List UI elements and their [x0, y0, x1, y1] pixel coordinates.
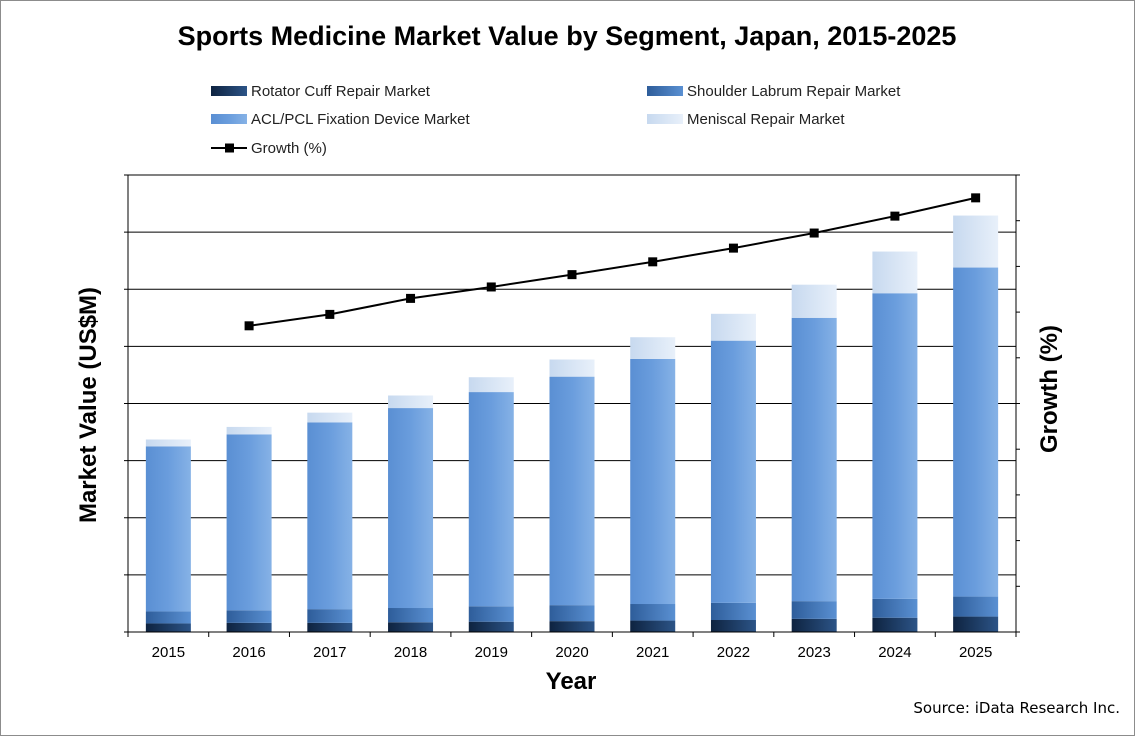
x-tick-label: 2019: [475, 644, 508, 661]
bar-rotator-cuff-repair-market-2023: [791, 618, 837, 632]
growth-polyline: [248, 196, 976, 327]
bar-acl-pcl-fixation-device-market-2024: [872, 293, 918, 599]
bar-meniscal-repair-market-2017: [307, 412, 353, 423]
bar-meniscal-repair-market-2018: [388, 395, 434, 409]
growth-marker: [890, 211, 900, 221]
bar-meniscal-repair-market-2023: [791, 284, 837, 318]
x-tick-label: 2024: [878, 644, 911, 661]
chart-title: Sports Medicine Market Value by Segment,…: [178, 21, 957, 51]
legend-swatch-marker: [225, 143, 234, 153]
bar-acl-pcl-fixation-device-market-2020: [549, 376, 595, 606]
bar-rotator-cuff-repair-market-2021: [630, 620, 676, 632]
legend-swatch-rotator-cuff-repair-market: [211, 86, 247, 96]
bar-shoulder-labrum-repair-market-2017: [307, 609, 353, 623]
bar-shoulder-labrum-repair-market-2023: [791, 601, 837, 619]
legend-label-meniscal-repair-market: Meniscal Repair Market: [687, 111, 845, 128]
growth-marker: [728, 243, 738, 253]
bar-rotator-cuff-repair-market-2017: [307, 622, 353, 632]
bars: [145, 215, 999, 632]
bar-meniscal-repair-market-2024: [872, 251, 918, 294]
gridlines: [128, 174, 1016, 576]
bar-meniscal-repair-market-2022: [710, 313, 756, 341]
bar-meniscal-repair-market-2015: [145, 439, 191, 447]
legend-label-acl-pcl-fixation-device-market: ACL/PCL Fixation Device Market: [251, 111, 471, 128]
growth-line: [244, 193, 981, 331]
bar-shoulder-labrum-repair-market-2016: [226, 610, 272, 623]
x-tick-label: 2021: [636, 644, 669, 661]
bar-rotator-cuff-repair-market-2016: [226, 622, 272, 632]
bar-shoulder-labrum-repair-market-2019: [468, 606, 514, 622]
bar-acl-pcl-fixation-device-market-2016: [226, 434, 272, 611]
x-tick-label: 2016: [232, 644, 265, 661]
y-axis-title: Market Value (US$M): [75, 287, 102, 523]
bar-shoulder-labrum-repair-market-2018: [388, 608, 434, 623]
x-tick-label: 2020: [555, 644, 588, 661]
bar-meniscal-repair-market-2019: [468, 377, 514, 393]
axes: [124, 174, 1020, 637]
bar-meniscal-repair-market-2021: [630, 337, 676, 359]
x-tick-label: 2022: [717, 644, 750, 661]
bar-acl-pcl-fixation-device-market-2023: [791, 317, 837, 602]
bar-rotator-cuff-repair-market-2020: [549, 621, 595, 632]
bar-acl-pcl-fixation-device-market-2022: [710, 340, 756, 603]
source-note: Source: iData Research Inc.: [913, 699, 1120, 717]
x-tick-labels: 2015 2016 2017 2018 2019 2020 2021 2022 2023 2024…: [152, 644, 993, 661]
growth-marker: [244, 321, 254, 331]
bar-rotator-cuff-repair-market-2024: [872, 617, 918, 632]
growth-marker: [648, 257, 658, 267]
growth-marker: [809, 228, 819, 238]
bar-shoulder-labrum-repair-market-2020: [549, 605, 595, 622]
legend: Rotator Cuff Repair Market Shoulder Labru…: [211, 83, 901, 157]
legend-swatch-meniscal-repair-market: [647, 114, 683, 124]
bar-acl-pcl-fixation-device-market-2021: [630, 358, 676, 605]
x-tick-label: 2017: [313, 644, 346, 661]
bar-acl-pcl-fixation-device-market-2018: [388, 408, 434, 609]
x-tick-label: 2025: [959, 644, 992, 661]
legend-label-growth: Growth (%): [251, 140, 327, 157]
legend-label-rotator-cuff-repair-market: Rotator Cuff Repair Market: [251, 83, 431, 100]
x-tick-label: 2023: [797, 644, 830, 661]
x-tick-label: 2018: [394, 644, 427, 661]
bar-meniscal-repair-market-2016: [226, 426, 272, 435]
legend-swatch-shoulder-labrum-repair-market: [647, 86, 683, 96]
growth-marker: [406, 293, 416, 303]
bar-rotator-cuff-repair-market-2022: [710, 620, 756, 632]
x-tick-label: 2015: [152, 644, 185, 661]
growth-marker: [567, 270, 577, 280]
bar-meniscal-repair-market-2020: [549, 359, 595, 377]
bar-shoulder-labrum-repair-market-2025: [953, 596, 999, 617]
bar-shoulder-labrum-repair-market-2015: [145, 611, 191, 624]
bar-rotator-cuff-repair-market-2025: [953, 616, 999, 632]
growth-marker: [325, 309, 335, 319]
bar-rotator-cuff-repair-market-2018: [388, 622, 434, 632]
bar-acl-pcl-fixation-device-market-2019: [468, 392, 514, 607]
bar-meniscal-repair-market-2025: [953, 215, 999, 268]
bar-shoulder-labrum-repair-market-2022: [710, 602, 756, 621]
bar-rotator-cuff-repair-market-2019: [468, 621, 514, 632]
growth-marker: [971, 193, 981, 203]
bar-acl-pcl-fixation-device-market-2017: [307, 422, 353, 610]
legend-swatch-acl-pcl-fixation-device-market: [211, 114, 247, 124]
y2-axis-title: Growth (%): [1036, 325, 1063, 453]
x-axis-title: Year: [546, 668, 597, 695]
bar-shoulder-labrum-repair-market-2021: [630, 604, 676, 621]
bar-acl-pcl-fixation-device-market-2015: [145, 446, 191, 612]
bar-shoulder-labrum-repair-market-2024: [872, 598, 918, 618]
legend-label-shoulder-labrum-repair-market: Shoulder Labrum Repair Market: [687, 83, 901, 100]
bar-acl-pcl-fixation-device-market-2025: [953, 267, 999, 597]
bar-rotator-cuff-repair-market-2015: [145, 623, 191, 632]
growth-marker: [486, 282, 496, 292]
